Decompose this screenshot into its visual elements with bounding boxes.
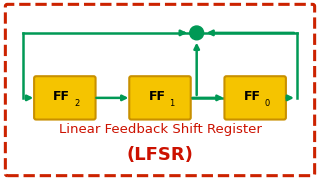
FancyBboxPatch shape [224,76,286,120]
Text: FF: FF [148,90,165,103]
Text: Linear Feedback Shift Register: Linear Feedback Shift Register [59,123,261,136]
Text: 0: 0 [264,99,270,108]
FancyBboxPatch shape [34,76,96,120]
Text: (LFSR): (LFSR) [127,146,193,164]
FancyBboxPatch shape [129,76,191,120]
Circle shape [190,26,204,40]
Text: 2: 2 [74,99,79,108]
Text: 1: 1 [169,99,174,108]
Text: FF: FF [53,90,70,103]
Text: FF: FF [244,90,261,103]
